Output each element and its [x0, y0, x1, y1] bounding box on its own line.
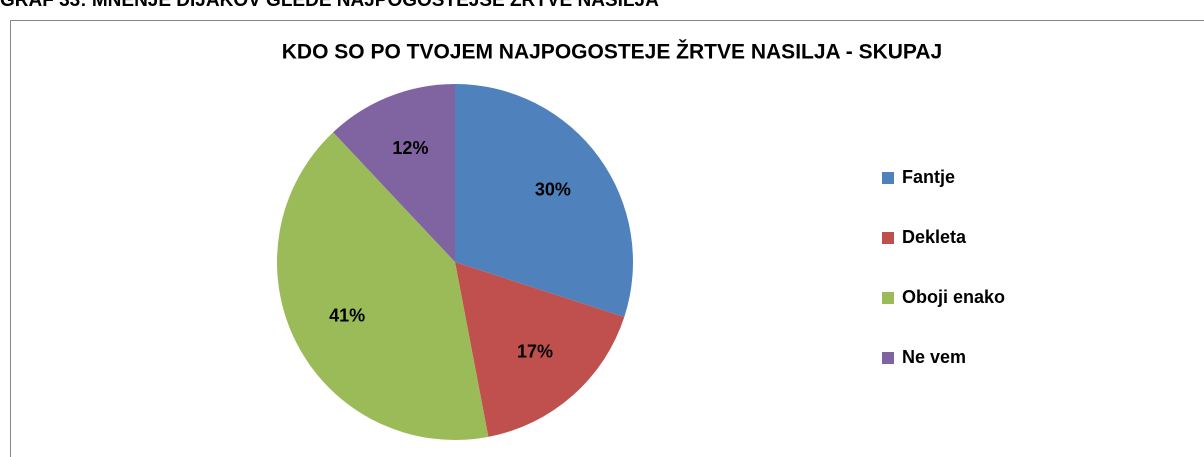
- heading: GRAF 33: MNENJE DIJAKOV GLEDE NAJPOGOSTE…: [0, 0, 659, 11]
- data-label: 30%: [535, 180, 571, 200]
- legend-swatch: [882, 352, 894, 364]
- legend-swatch: [882, 292, 894, 304]
- data-label: 41%: [329, 306, 365, 326]
- legend-label: Dekleta: [902, 227, 967, 247]
- chart-title: KDO SO PO TVOJEM NAJPOGOSTEJE ŽRTVE NASI…: [282, 40, 942, 64]
- data-label: 12%: [392, 138, 428, 158]
- legend-label: Fantje: [902, 167, 955, 187]
- pie-slice: [277, 132, 489, 440]
- legend-label: Oboji enako: [902, 287, 1005, 307]
- legend-swatch: [882, 172, 894, 184]
- pie-slice: [455, 84, 634, 318]
- legend-swatch: [882, 232, 894, 244]
- legend-label: Ne vem: [902, 347, 966, 367]
- pie-slice: [333, 84, 455, 262]
- data-label: 17%: [517, 342, 553, 362]
- pie-slice: [455, 262, 625, 437]
